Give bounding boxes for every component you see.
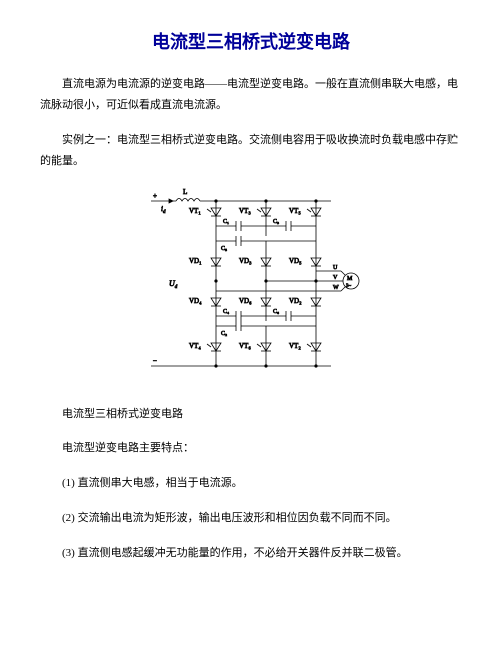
circuit-diagram: + L id VT₁ VT₃ (141, 186, 361, 386)
svg-text:VD₄: VD₄ (189, 297, 202, 305)
svg-text:VT₃: VT₃ (239, 207, 251, 215)
svg-text:W: W (333, 285, 339, 291)
svg-text:L: L (183, 188, 187, 196)
svg-text:−: − (153, 357, 157, 365)
svg-text:VT₁: VT₁ (189, 207, 201, 215)
paragraph-1: 直流电源为电流源的逆变电路——电流型逆变电路。一般在直流侧串联大电感，电流脉动很… (40, 74, 462, 116)
svg-text:C₅: C₅ (221, 246, 227, 252)
svg-text:id: id (161, 205, 166, 215)
svg-text:C₃: C₃ (273, 219, 279, 225)
svg-text:VD₅: VD₅ (289, 257, 302, 265)
list-item-1: (1) 直流侧串大电感，相当于电流源。 (40, 473, 462, 494)
svg-text:C₄: C₄ (223, 309, 229, 315)
circuit-svg: + L id VT₁ VT₃ (141, 186, 361, 386)
svg-text:VD₃: VD₃ (239, 257, 252, 265)
svg-text:VT₅: VT₅ (289, 207, 301, 215)
svg-text:VD₂: VD₂ (289, 297, 302, 305)
svg-text:Ud: Ud (169, 279, 178, 290)
svg-text:VD₁: VD₁ (189, 257, 202, 265)
svg-text:VT₆: VT₆ (239, 342, 251, 350)
svg-text:V: V (333, 275, 338, 281)
list-item-2: (2) 交流输出电流为矩形波，输出电压波形和相位因负载不同而不同。 (40, 508, 462, 529)
diagram-caption: 电流型三相桥式逆变电路 (40, 404, 462, 425)
svg-text:+: + (153, 192, 157, 200)
svg-text:M: M (347, 276, 353, 282)
svg-text:C₁: C₁ (223, 219, 229, 225)
svg-text:C₂: C₂ (221, 331, 227, 337)
page-title: 电流型三相桥式逆变电路 (40, 28, 462, 54)
paragraph-2: 实例之一：电流型三相桥式逆变电路。交流侧电容用于吸收换流时负载电感中存贮的能量。 (40, 130, 462, 172)
svg-text:3~: 3~ (346, 284, 352, 289)
svg-text:U: U (333, 265, 338, 271)
svg-text:VT₂: VT₂ (289, 342, 301, 350)
svg-text:VD₆: VD₆ (239, 297, 252, 305)
list-item-3: (3) 直流侧电感起缓冲无功能量的作用，不必给开关器件反并联二极管。 (40, 543, 462, 564)
subheading: 电流型逆变电路主要特点： (40, 438, 462, 459)
svg-text:C₆: C₆ (273, 309, 279, 315)
svg-text:VT₄: VT₄ (189, 342, 201, 350)
